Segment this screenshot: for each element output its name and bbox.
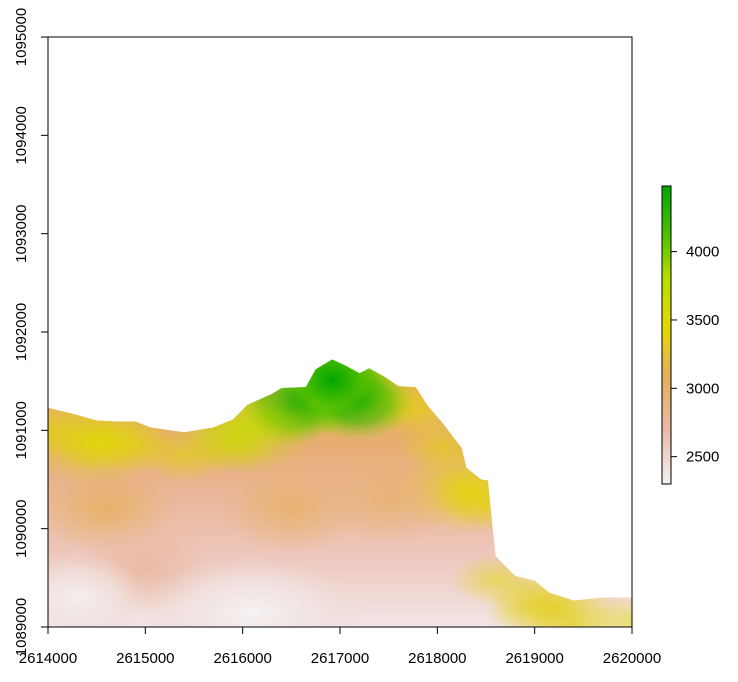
y-axis: 1089000 1090000 1091000 1092000 1093000 10940… xyxy=(13,8,49,656)
y-tick-label: 1093000 xyxy=(13,204,30,262)
colorbar-legend: 2500 3000 3500 4000 xyxy=(661,185,719,485)
colorbar-tick-label: 2500 xyxy=(686,449,719,466)
elevation-sample xyxy=(142,557,363,627)
colorbar-tick-label: 3500 xyxy=(686,312,719,329)
x-tick-label: 2620000 xyxy=(603,650,661,667)
x-tick-label: 2617000 xyxy=(311,650,369,667)
elevation-sample xyxy=(484,562,625,627)
x-tick-label: 2619000 xyxy=(505,650,563,667)
x-tick-label: 2614000 xyxy=(19,650,77,667)
x-tick-label: 2618000 xyxy=(408,650,466,667)
elevation-sample xyxy=(318,454,459,545)
elevation-raster xyxy=(48,359,632,627)
colorbar-bar xyxy=(661,185,672,485)
y-tick-label: 1089000 xyxy=(13,598,30,656)
peak-shade xyxy=(290,359,375,415)
y-tick-label: 1090000 xyxy=(13,499,30,557)
y-tick-label: 1091000 xyxy=(13,401,30,459)
elevation-sample xyxy=(172,385,313,476)
colorbar-tick-label: 3000 xyxy=(686,380,719,397)
y-tick-label: 1094000 xyxy=(13,106,30,164)
y-tick-label: 1092000 xyxy=(13,303,30,361)
elevation-sample xyxy=(48,552,148,627)
colorbar-tick-label: 4000 xyxy=(686,244,719,261)
y-tick-label: 1095000 xyxy=(13,8,30,66)
x-tick-label: 2616000 xyxy=(213,650,271,667)
elevation-shading xyxy=(48,359,632,627)
colorbar-ticks: 2500 3000 3500 4000 xyxy=(671,244,719,466)
x-axis: 2614000 2615000 2616000 2617000 2618000 26190… xyxy=(19,626,661,667)
x-tick-label: 2615000 xyxy=(116,650,174,667)
